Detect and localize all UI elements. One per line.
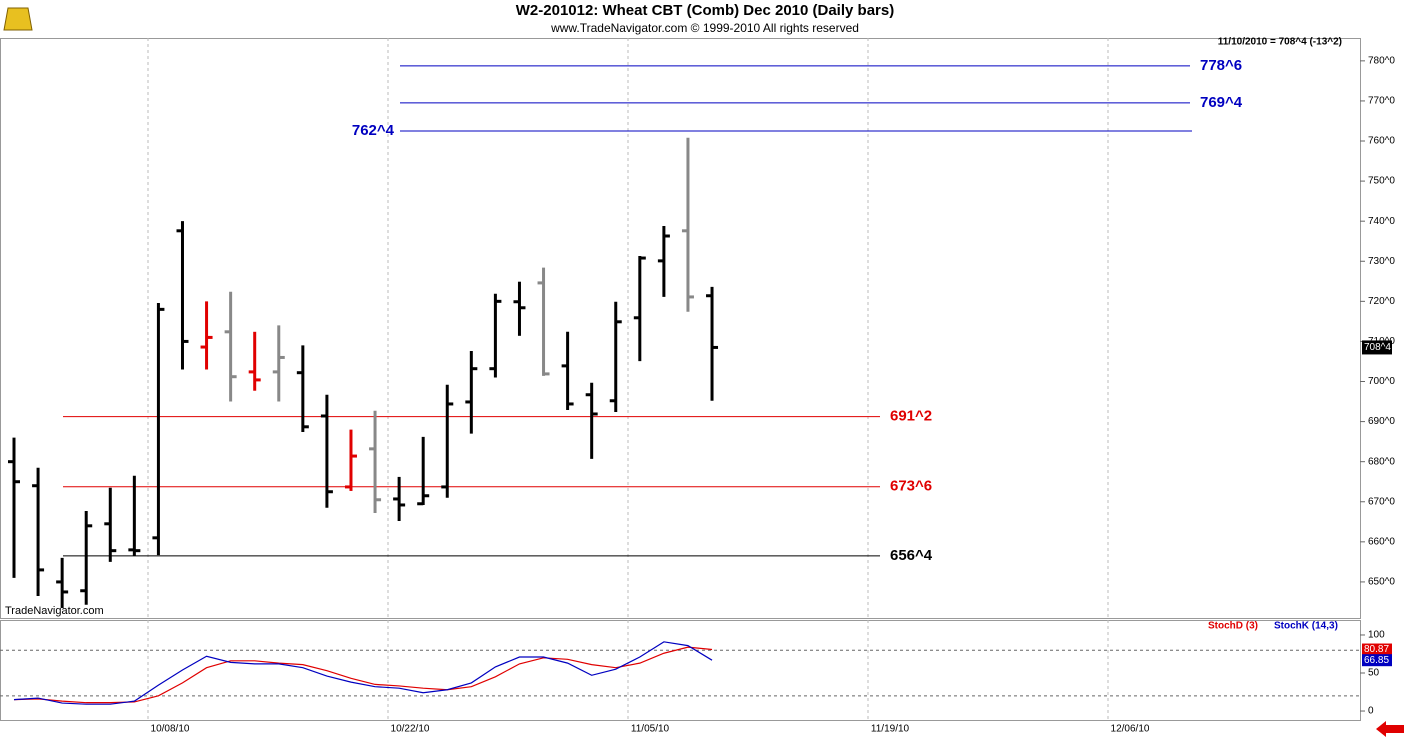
price-panel	[0, 38, 1361, 619]
y-tick-label: 660^0	[1368, 536, 1395, 547]
stoch-line	[13, 641, 713, 705]
y-tick-label: 50	[1368, 668, 1380, 679]
y-tick-label: 690^0	[1368, 416, 1395, 427]
logo-icon	[3, 7, 33, 31]
quote: 11/10/2010 = 708^4 (-13^2)	[1218, 37, 1342, 48]
x-tick-label: 11/19/10	[871, 724, 910, 735]
y-tick-label: 650^0	[1368, 577, 1395, 588]
y-tick-label: 720^0	[1368, 296, 1395, 307]
y-tick-label: 730^0	[1368, 256, 1395, 267]
last-value-box	[1362, 654, 1392, 667]
legend-entry: StochK (14,3)	[1274, 621, 1338, 632]
level-label: 769^4	[1200, 94, 1243, 111]
last-value-box	[1362, 643, 1392, 656]
x-tick-label: 12/06/10	[1111, 724, 1150, 735]
y-tick-label: 760^0	[1368, 136, 1395, 147]
subtitle: www.TradeNavigator.com © 1999-2010 All r…	[550, 21, 859, 35]
legend-entry: StochD (3)	[1208, 621, 1258, 632]
x-tick-label: 11/05/10	[631, 724, 670, 735]
level-label: 656^4	[890, 547, 933, 564]
last-value-label: 80.87	[1364, 644, 1389, 655]
y-tick-label: 670^0	[1368, 496, 1395, 507]
y-tick-label: 750^0	[1368, 176, 1395, 187]
y-tick-label: 100	[1368, 630, 1385, 641]
y-tick-label: 740^0	[1368, 216, 1395, 227]
stoch-panel	[0, 620, 1361, 721]
y-tick-label: 700^0	[1368, 376, 1395, 387]
chart-title: W2-201012: Wheat CBT (Comb) Dec 2010 (Da…	[516, 2, 894, 19]
level-label: 778^6	[1200, 57, 1242, 74]
last-value-label: 66.85	[1364, 655, 1389, 666]
level-label: 691^2	[890, 408, 932, 425]
last-price-box	[1362, 340, 1392, 355]
level-label: 762^4	[352, 122, 395, 139]
y-tick-label: 780^0	[1368, 55, 1395, 66]
y-tick-label: 0	[1368, 706, 1374, 717]
y-tick-label: 680^0	[1368, 456, 1395, 467]
y-tick-label: 770^0	[1368, 96, 1395, 107]
watermark: TradeNavigator.com	[5, 605, 104, 617]
x-tick-label: 10/22/10	[391, 724, 430, 735]
level-label: 673^6	[890, 478, 932, 495]
scroll-arrow[interactable]	[1376, 721, 1404, 737]
last-price-label: 708^4	[1364, 342, 1391, 353]
x-tick-label: 10/08/10	[151, 724, 190, 735]
